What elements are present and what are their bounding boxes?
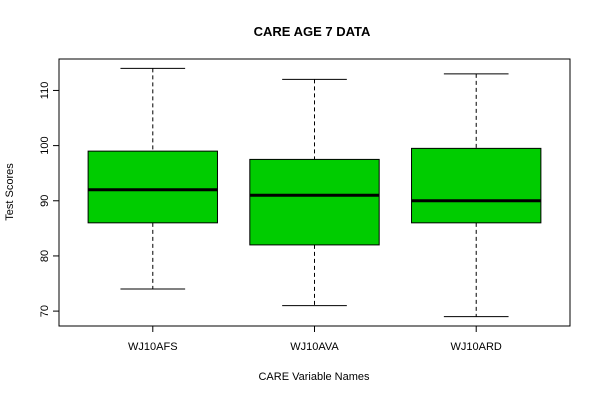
chart-title: CARE AGE 7 DATA: [254, 24, 371, 39]
y-tick-label: 90: [39, 195, 51, 207]
x-tick-label: WJ10AVA: [290, 341, 339, 353]
iqr-box: [411, 147, 542, 224]
box-wj10afs: [87, 67, 218, 290]
y-tick-label: 110: [39, 82, 51, 100]
y-tick-label: 70: [39, 305, 51, 317]
y-axis-label: Test Scores: [4, 163, 16, 221]
x-tick-label: WJ10AFS: [128, 341, 178, 353]
box-wj10ard: [411, 73, 542, 318]
plot-area: [87, 67, 542, 318]
iqr-box: [87, 150, 218, 224]
y-tick-label: 100: [39, 136, 51, 154]
iqr-box: [249, 158, 380, 246]
box-wj10ava: [249, 78, 380, 307]
y-tick-label: 80: [39, 250, 51, 262]
x-axis-label: CARE Variable Names: [258, 371, 370, 383]
x-tick-label: WJ10ARD: [451, 341, 502, 353]
